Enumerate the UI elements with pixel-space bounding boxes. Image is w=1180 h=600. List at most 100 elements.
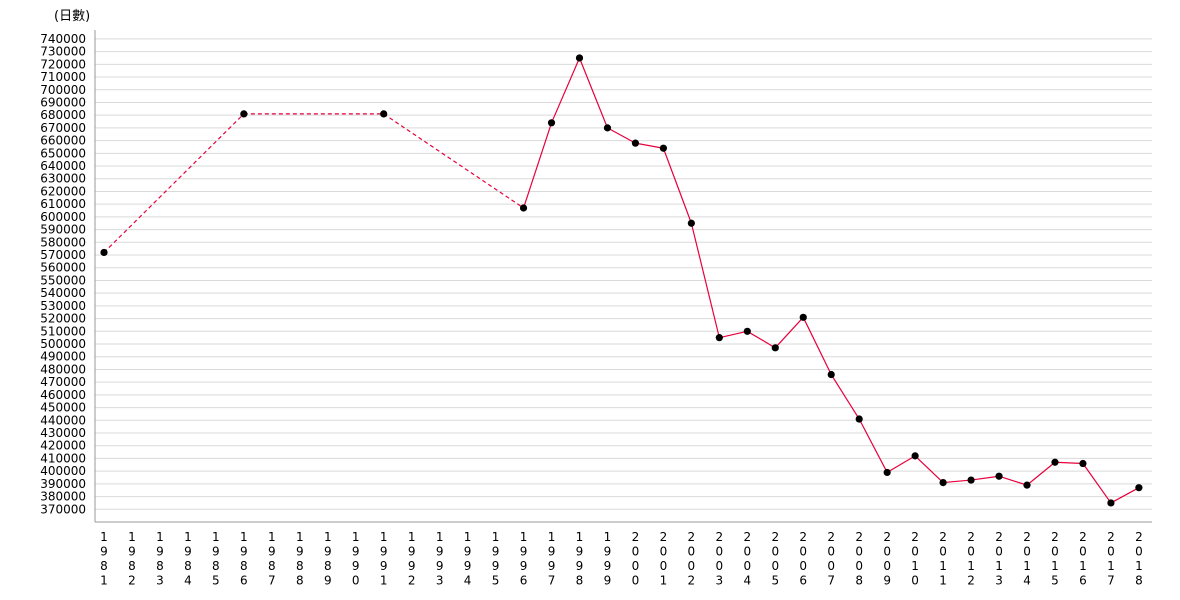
y-tick-label: 630000	[40, 172, 86, 186]
y-tick-label: 720000	[40, 57, 86, 71]
y-tick-label: 710000	[40, 70, 86, 84]
y-tick-label: 510000	[40, 324, 86, 338]
y-tick-label: 680000	[40, 108, 86, 122]
series-segment	[943, 479, 972, 484]
series-segment	[1082, 463, 1112, 504]
data-point	[939, 478, 947, 487]
series-segment	[607, 127, 636, 144]
data-point	[1107, 499, 1115, 507]
data-point	[743, 327, 751, 335]
y-axis-ticks: 3700003800003900004000004100004200004300…	[40, 32, 86, 516]
x-axis-ticks: 1 9 8 1 1 9 8 2 1 9 8 3 1 9 8 4 1 9 8 5 1 9 8 6 1 9 8 7 1 9 8 8 1 9 8 9 1 9 9 0…	[100, 530, 1143, 588]
data-point	[967, 476, 975, 484]
y-tick-label: 560000	[40, 261, 86, 275]
series-segment	[1110, 487, 1140, 504]
series-segment	[578, 57, 609, 129]
data-point	[100, 248, 108, 257]
series-segment	[774, 316, 804, 349]
y-tick-label: 590000	[40, 223, 86, 237]
series-segment	[886, 455, 916, 473]
y-tick-label: 490000	[40, 350, 86, 364]
axes	[94, 30, 1152, 523]
y-tick-label: 420000	[40, 439, 86, 453]
y-tick-label: 670000	[40, 121, 86, 135]
data-point	[799, 313, 807, 321]
y-tick-label: 650000	[40, 146, 86, 160]
data-point	[1079, 459, 1087, 468]
data-point	[603, 124, 612, 132]
y-tick-label: 480000	[40, 362, 86, 376]
y-tick-label: 660000	[40, 134, 86, 148]
series-segment	[1026, 461, 1056, 486]
series-segment	[830, 374, 860, 420]
series-segment	[719, 330, 748, 339]
y-tick-label: 450000	[40, 401, 86, 415]
y-tick-label: 440000	[40, 413, 86, 427]
data-point	[1135, 484, 1143, 492]
data-point	[995, 472, 1003, 480]
series-segment	[690, 223, 720, 338]
data-point	[771, 344, 779, 352]
data-point	[547, 119, 556, 127]
y-tick-label: 380000	[40, 490, 86, 504]
series-segment	[914, 455, 944, 484]
data-point	[519, 204, 528, 212]
y-tick-label: 600000	[40, 210, 86, 224]
y-tick-label: 640000	[40, 159, 86, 173]
y-tick-label: 570000	[40, 248, 86, 262]
y-tick-label: 370000	[40, 502, 86, 516]
y-tick-label: 610000	[40, 197, 86, 211]
data-points	[100, 54, 1143, 507]
data-point	[715, 334, 723, 342]
y-tick-label: 740000	[40, 32, 86, 46]
y-tick-label: 580000	[40, 235, 86, 249]
data-point	[827, 370, 835, 379]
y-tick-label: 540000	[40, 286, 86, 300]
series-segment	[635, 142, 664, 149]
series-segment	[103, 113, 245, 253]
grid-lines	[95, 38, 1152, 510]
y-tick-label: 500000	[40, 337, 86, 351]
data-point	[911, 452, 919, 460]
series-lines	[103, 57, 1140, 504]
series-segment	[802, 317, 832, 375]
series-segment	[858, 418, 888, 473]
data-point	[883, 468, 891, 477]
series-segment	[662, 148, 692, 224]
data-point	[1023, 481, 1031, 489]
series-segment	[998, 475, 1028, 486]
